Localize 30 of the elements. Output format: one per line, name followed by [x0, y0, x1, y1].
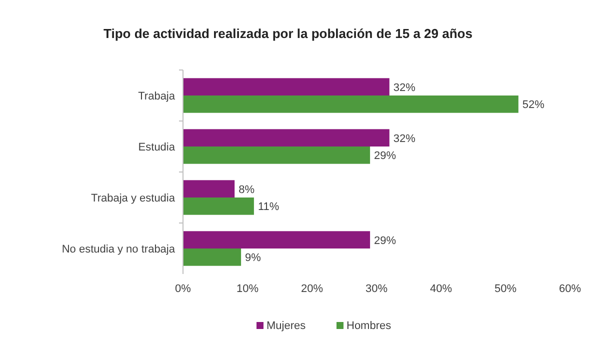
legend-label: Mujeres	[266, 320, 306, 332]
data-label: 8%	[238, 184, 255, 196]
y-tick-label: Trabaja y estudia	[91, 192, 176, 204]
data-label: 32%	[393, 132, 416, 145]
y-tick-label: Trabaja	[138, 90, 176, 102]
bar	[183, 78, 390, 96]
data-label: 32%	[393, 82, 416, 94]
chart-title: Tipo de actividad realizada por la población de 15 a 29 años	[104, 26, 472, 41]
x-tick-label: 30%	[365, 283, 388, 295]
data-label: 11%	[258, 201, 280, 214]
y-tick-label: No estudia y no trabaja	[62, 244, 176, 256]
x-tick-label: 10%	[236, 283, 259, 295]
bar	[183, 96, 518, 113]
data-label: 29%	[374, 150, 396, 162]
bar	[183, 198, 254, 215]
x-tick-label: 20%	[300, 283, 324, 295]
x-tick-label: 60%	[558, 283, 582, 295]
x-tick-label: 50%	[494, 283, 517, 295]
bar	[183, 248, 242, 266]
data-label: 9%	[245, 252, 262, 264]
bar	[183, 129, 390, 146]
data-label: 52%	[522, 99, 545, 112]
data-label: 29%	[374, 234, 396, 247]
y-tick-label: Estudia	[138, 142, 176, 154]
x-tick-label: 40%	[430, 283, 452, 295]
bar	[183, 231, 370, 248]
bar	[183, 146, 370, 164]
x-tick-label: 0%	[175, 283, 192, 295]
legend-label: Hombres	[346, 320, 392, 332]
bar	[183, 180, 235, 198]
